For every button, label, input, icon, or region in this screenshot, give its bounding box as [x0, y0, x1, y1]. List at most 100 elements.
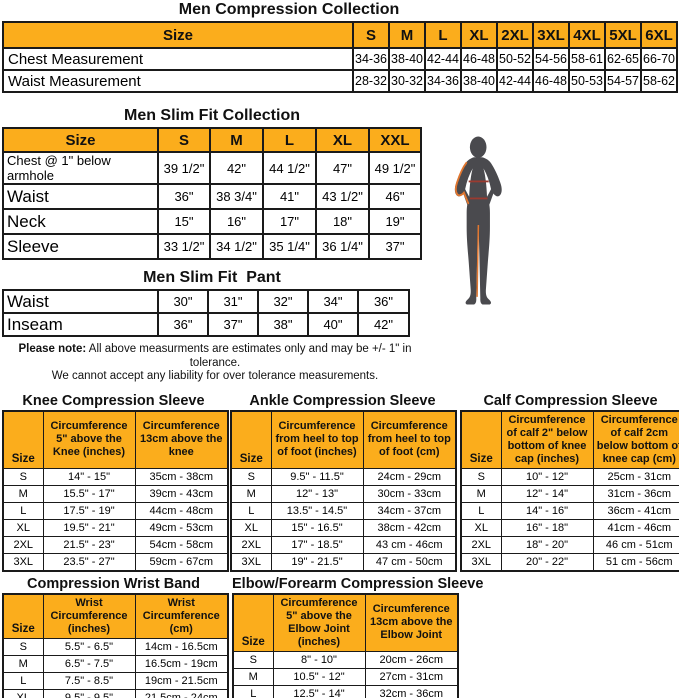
value-cell: 37"	[368, 233, 422, 260]
tolerance-note-line1: Please note: All above measurments are e…	[0, 343, 430, 370]
row-label-cell: 3XL	[230, 553, 272, 571]
value-cell: 38 3/4"	[209, 183, 264, 210]
size-column-header: XL	[315, 127, 370, 153]
value-cell: 34cm - 37cm	[362, 502, 457, 520]
table-row: 2XL 21.5" - 23" 54cm - 58cm	[2, 536, 229, 554]
row-label-cell: XL	[2, 688, 44, 698]
compression-collection-section: Men Compression Collection Size S M L XL 2XL 3…	[0, 1, 679, 93]
value-cell: 43 cm - 46cm	[362, 536, 457, 554]
size-column-header: 4XL	[568, 21, 606, 49]
male-silhouette-figure	[454, 136, 502, 305]
elbow-sleeve-table: Size Circumference 5" above the Elbow Jo…	[232, 592, 459, 698]
table-row: S 10" - 12" 25cm - 31cm	[460, 468, 679, 486]
slim-fit-pant-title: Men Slim Fit Pant	[143, 269, 281, 286]
row-label-cell: 2XL	[460, 536, 502, 554]
table-row: 3XL 19" - 21.5" 47 cm - 50cm	[230, 553, 457, 571]
value-cell: 51 cm - 56cm	[592, 553, 679, 571]
slim-fit-pant-section: Men Slim Fit Pant Waist 30" 31" 32" 34" 36" In…	[0, 269, 679, 337]
slim-fit-collection-title: Men Slim Fit Collection	[123, 107, 300, 124]
table-body: S 5.5" - 6.5" 14cm - 16.5cm M 6.5" - 7.5" 16.…	[2, 637, 229, 698]
table-header: Size S M L XL 2XL 3XL 4XL 5XL 6XL	[2, 21, 678, 49]
table-header: Size Circumference 5" above the Elbow Jo…	[232, 593, 459, 652]
value-cell: 47 cm - 50cm	[362, 553, 457, 571]
value-cell: 44cm - 48cm	[134, 502, 229, 520]
value-cell: 42-44	[424, 47, 462, 71]
value-cell: 20cm - 26cm	[364, 650, 459, 669]
value-cell: 32"	[257, 289, 309, 314]
table-row: L 14" - 16" 36cm - 41cm	[460, 502, 679, 520]
table-row: M 6.5" - 7.5" 16.5cm - 19cm	[2, 654, 229, 673]
row-label-cell: L	[232, 684, 274, 698]
header-row: Size Circumference 5" above the Elbow Jo…	[232, 593, 459, 652]
value-cell: 30-32	[388, 69, 426, 93]
value-cell: 38cm - 42cm	[362, 519, 457, 537]
value-cell: 46-48	[460, 47, 498, 71]
value-cell: 58-61	[568, 47, 606, 71]
table-row: S 9.5" - 11.5" 24cm - 29cm	[230, 468, 457, 486]
size-column-header: Size	[230, 410, 272, 469]
value-cell: 5.5" - 6.5"	[42, 637, 136, 656]
size-column-header: M	[209, 127, 264, 153]
cm-column-header: Circumference 13cm above the Elbow Joint	[364, 593, 459, 652]
table-row: L 13.5" - 14.5" 34cm - 37cm	[230, 502, 457, 520]
knee-sleeve-block: Knee Compression Sleeve Size Circumferen…	[2, 392, 229, 572]
table-header: Size Circumference from heel to top of f…	[230, 410, 457, 469]
value-cell: 54-57	[604, 69, 642, 93]
value-cell: 6.5" - 7.5"	[42, 654, 136, 673]
value-cell: 36"	[157, 312, 209, 337]
row-label-cell: XL	[460, 519, 502, 537]
inches-column-header: Circumference 5" above the Knee (inches)	[42, 410, 136, 469]
value-cell: 50-52	[496, 47, 534, 71]
value-cell: 16"	[209, 208, 264, 235]
value-cell: 14" - 16"	[500, 502, 594, 520]
value-cell: 47"	[315, 151, 370, 185]
value-cell: 34-36	[424, 69, 462, 93]
cm-column-header: Wrist Circumference (cm)	[134, 593, 229, 639]
row-label-cell: Inseam	[2, 312, 159, 337]
value-cell: 40"	[307, 312, 359, 337]
value-cell: 9.5" - 11.5"	[270, 468, 364, 486]
row-label-cell: 3XL	[460, 553, 502, 571]
row-label-cell: 2XL	[230, 536, 272, 554]
value-cell: 12" - 13"	[270, 485, 364, 503]
knee-sleeve-title: Knee Compression Sleeve	[22, 392, 205, 409]
header-row: Size S M L XL XXL	[2, 127, 422, 153]
value-cell: 34 1/2"	[209, 233, 264, 260]
value-cell: 50-53	[568, 69, 606, 93]
table-row: S 14" - 15" 35cm - 38cm	[2, 468, 229, 486]
table-row: 2XL 18" - 20" 46 cm - 51cm	[460, 536, 679, 554]
value-cell: 38"	[257, 312, 309, 337]
tolerance-note: Please note: All above measurments are e…	[0, 343, 430, 384]
wrist-band-title: Compression Wrist Band	[27, 575, 200, 592]
size-column-header: L	[262, 127, 317, 153]
size-column-header: S	[157, 127, 211, 153]
row-label-cell: M	[2, 485, 44, 503]
row-label-cell: 2XL	[2, 536, 44, 554]
size-column-header: 2XL	[496, 21, 534, 49]
table-row: M 10.5" - 12" 27cm - 31cm	[232, 667, 459, 686]
value-cell: 19"	[368, 208, 422, 235]
value-cell: 44 1/2"	[262, 151, 317, 185]
header-row: Size Circumference from heel to top of f…	[230, 410, 457, 469]
slim-fit-collection-table: Size S M L XL XXL Chest @ 1" below armhole 39 …	[2, 127, 422, 260]
compression-collection-title: Men Compression Collection	[178, 1, 400, 18]
inches-column-header: Circumference of calf 2" below bottom of…	[500, 410, 594, 469]
inches-column-header: Circumference from heel to top of foot (…	[270, 410, 364, 469]
table-body: S 9.5" - 11.5" 24cm - 29cm M 12" - 13" 30cm -…	[230, 468, 457, 571]
value-cell: 43 1/2"	[315, 183, 370, 210]
row-label-cell: S	[2, 468, 44, 486]
table-row: XL 15" - 16.5" 38cm - 42cm	[230, 519, 457, 537]
row-label-cell: 3XL	[2, 553, 44, 571]
row-label-cell: Neck	[2, 208, 159, 235]
value-cell: 30"	[157, 289, 209, 314]
size-header-cell: Size	[2, 21, 354, 49]
table-row: M 12" - 13" 30cm - 33cm	[230, 485, 457, 503]
row-label-cell: M	[460, 485, 502, 503]
chest-measurement-line	[468, 180, 489, 183]
table-body: S 8" - 10" 20cm - 26cm M 10.5" - 12" 27cm - 3…	[232, 650, 459, 698]
size-column-header: 6XL	[640, 21, 678, 49]
value-cell: 37"	[207, 312, 259, 337]
value-cell: 8" - 10"	[272, 650, 366, 669]
table-header: Size Circumference 5" above the Knee (in…	[2, 410, 229, 469]
table-row: S 8" - 10" 20cm - 26cm	[232, 650, 459, 669]
